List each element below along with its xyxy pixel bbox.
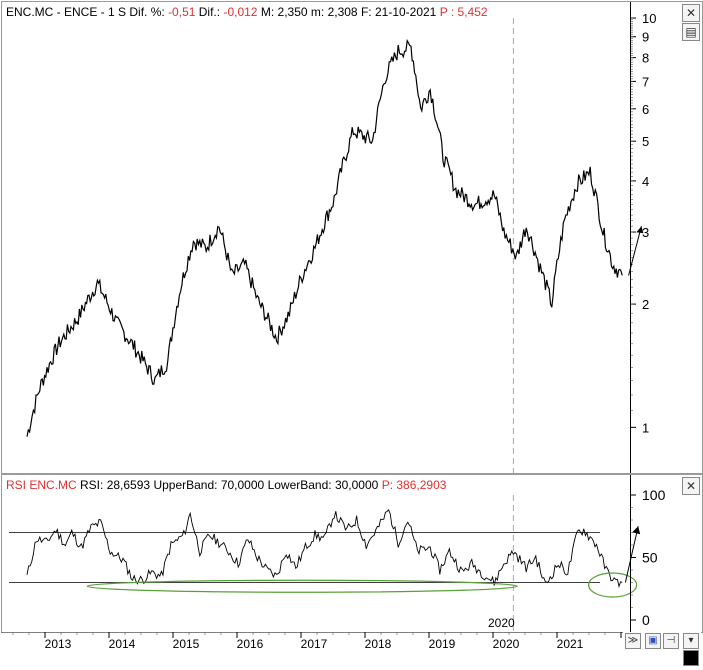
price-axis-separator [630, 2, 631, 473]
rsi-axis-separator [630, 475, 631, 632]
rsi-close-icon[interactable]: ✕ [682, 477, 700, 495]
cursor-year-label: 2020 [488, 616, 515, 630]
price-y-tick-label: 1 [642, 420, 649, 435]
min-label: m: [310, 5, 325, 19]
dif-pct-label: Dif. %: [129, 5, 165, 19]
year-tick-label: 2020 [493, 637, 520, 651]
close-icon[interactable]: ✕ [682, 4, 700, 22]
dif-pct-value: -0,51 [168, 5, 196, 19]
price-chart-svg: 1 2 3 4 5 6 7 8 9 10 [26, 11, 656, 473]
rsi-chart-svg: 0 50 100 [9, 487, 666, 632]
period-label: 1 S [108, 5, 127, 19]
price-chart-panel[interactable]: 1 2 3 4 5 6 7 8 9 10 ENC.MC - ENCE - 1 S Dif. %: … [1, 1, 703, 474]
pin-icon[interactable]: ⊣ [663, 633, 679, 649]
p-label: P : [439, 5, 455, 19]
upper-band-value: 70,0000 [220, 478, 265, 492]
color-swatch-icon[interactable] [683, 650, 699, 666]
time-axis-svg: 20132014201520162017201820192020202120 [1, 632, 641, 651]
rsi-series-line [26, 509, 623, 589]
year-tick-label: 2017 [301, 637, 328, 651]
rsi-trend-arrow [624, 526, 639, 583]
rsi-y-tick-label: 0 [642, 612, 650, 628]
price-y-tick-label: 7 [642, 74, 649, 89]
rsi-arrow-head [632, 526, 641, 535]
scale-toggle-icon[interactable]: ▤ [682, 23, 700, 41]
price-series-line [26, 38, 623, 437]
year-tick-label: 2019 [429, 637, 456, 651]
date-value: 21-10-2021 [374, 5, 437, 19]
year-tick-label: 2014 [109, 637, 136, 651]
dif-value: -0,012 [223, 5, 258, 19]
year-tick-label: 2015 [173, 637, 200, 651]
price-y-tick-label: 4 [642, 174, 649, 189]
lower-band-value: 30,0000 [334, 478, 379, 492]
year-tick-label: 2021 [557, 637, 584, 651]
save-icon[interactable]: ▣ [645, 633, 661, 649]
dif-label: Dif.: [198, 5, 221, 19]
price-y-tick-label: 3 [642, 225, 649, 240]
rsi-y-tick-label: 100 [642, 487, 666, 503]
scroll-end-icon[interactable]: ≫ [625, 633, 641, 649]
year-tick-label: 2018 [365, 637, 392, 651]
year-tick-label: 2016 [237, 637, 264, 651]
lower-band-label: LowerBand: [267, 478, 332, 492]
max-value: 2,350 [277, 5, 308, 19]
date-label: F: [360, 5, 372, 19]
oversold-ellipse-recent [587, 572, 638, 598]
upper-band-label: UpperBand: [153, 478, 218, 492]
oversold-ellipse-long [86, 579, 518, 593]
min-value: 2,308 [327, 5, 358, 19]
rsi-title: RSI ENC.MC [6, 478, 77, 492]
p-value: 5,452 [457, 5, 488, 19]
price-y-tick-label: 8 [642, 51, 649, 66]
price-header: ENC.MC - ENCE - 1 S Dif. %: -0,51 Dif.: … [6, 5, 488, 19]
rsi-chart-panel[interactable]: 0 50 100 RSI ENC.MC RSI: 28,6593 UpperBand… [1, 474, 703, 633]
rsi-p-value: 386,2903 [396, 478, 447, 492]
price-arrow-head [636, 226, 644, 234]
price-y-tick-label: 2 [642, 297, 649, 312]
price-y-tick-label: 9 [642, 30, 649, 45]
year-tick-label: 2013 [45, 637, 72, 651]
price-y-tick-label: 10 [642, 11, 656, 26]
rsi-value: 28,6593 [106, 478, 151, 492]
price-y-tick-label: 6 [642, 102, 649, 117]
rsi-header: RSI ENC.MC RSI: 28,6593 UpperBand: 70,00… [6, 478, 446, 492]
max-label: M: [260, 5, 275, 19]
menu-icon[interactable]: ▾ [683, 633, 699, 649]
price-y-tick-label: 5 [642, 134, 649, 149]
rsi-y-tick-label: 50 [642, 550, 658, 566]
rsi-label: RSI: [80, 478, 104, 492]
time-axis[interactable]: 20132014201520162017201820192020202120 ≫… [1, 632, 701, 669]
symbol-label: ENC.MC - ENCE - [6, 5, 105, 19]
rsi-p-label: P: [381, 478, 394, 492]
